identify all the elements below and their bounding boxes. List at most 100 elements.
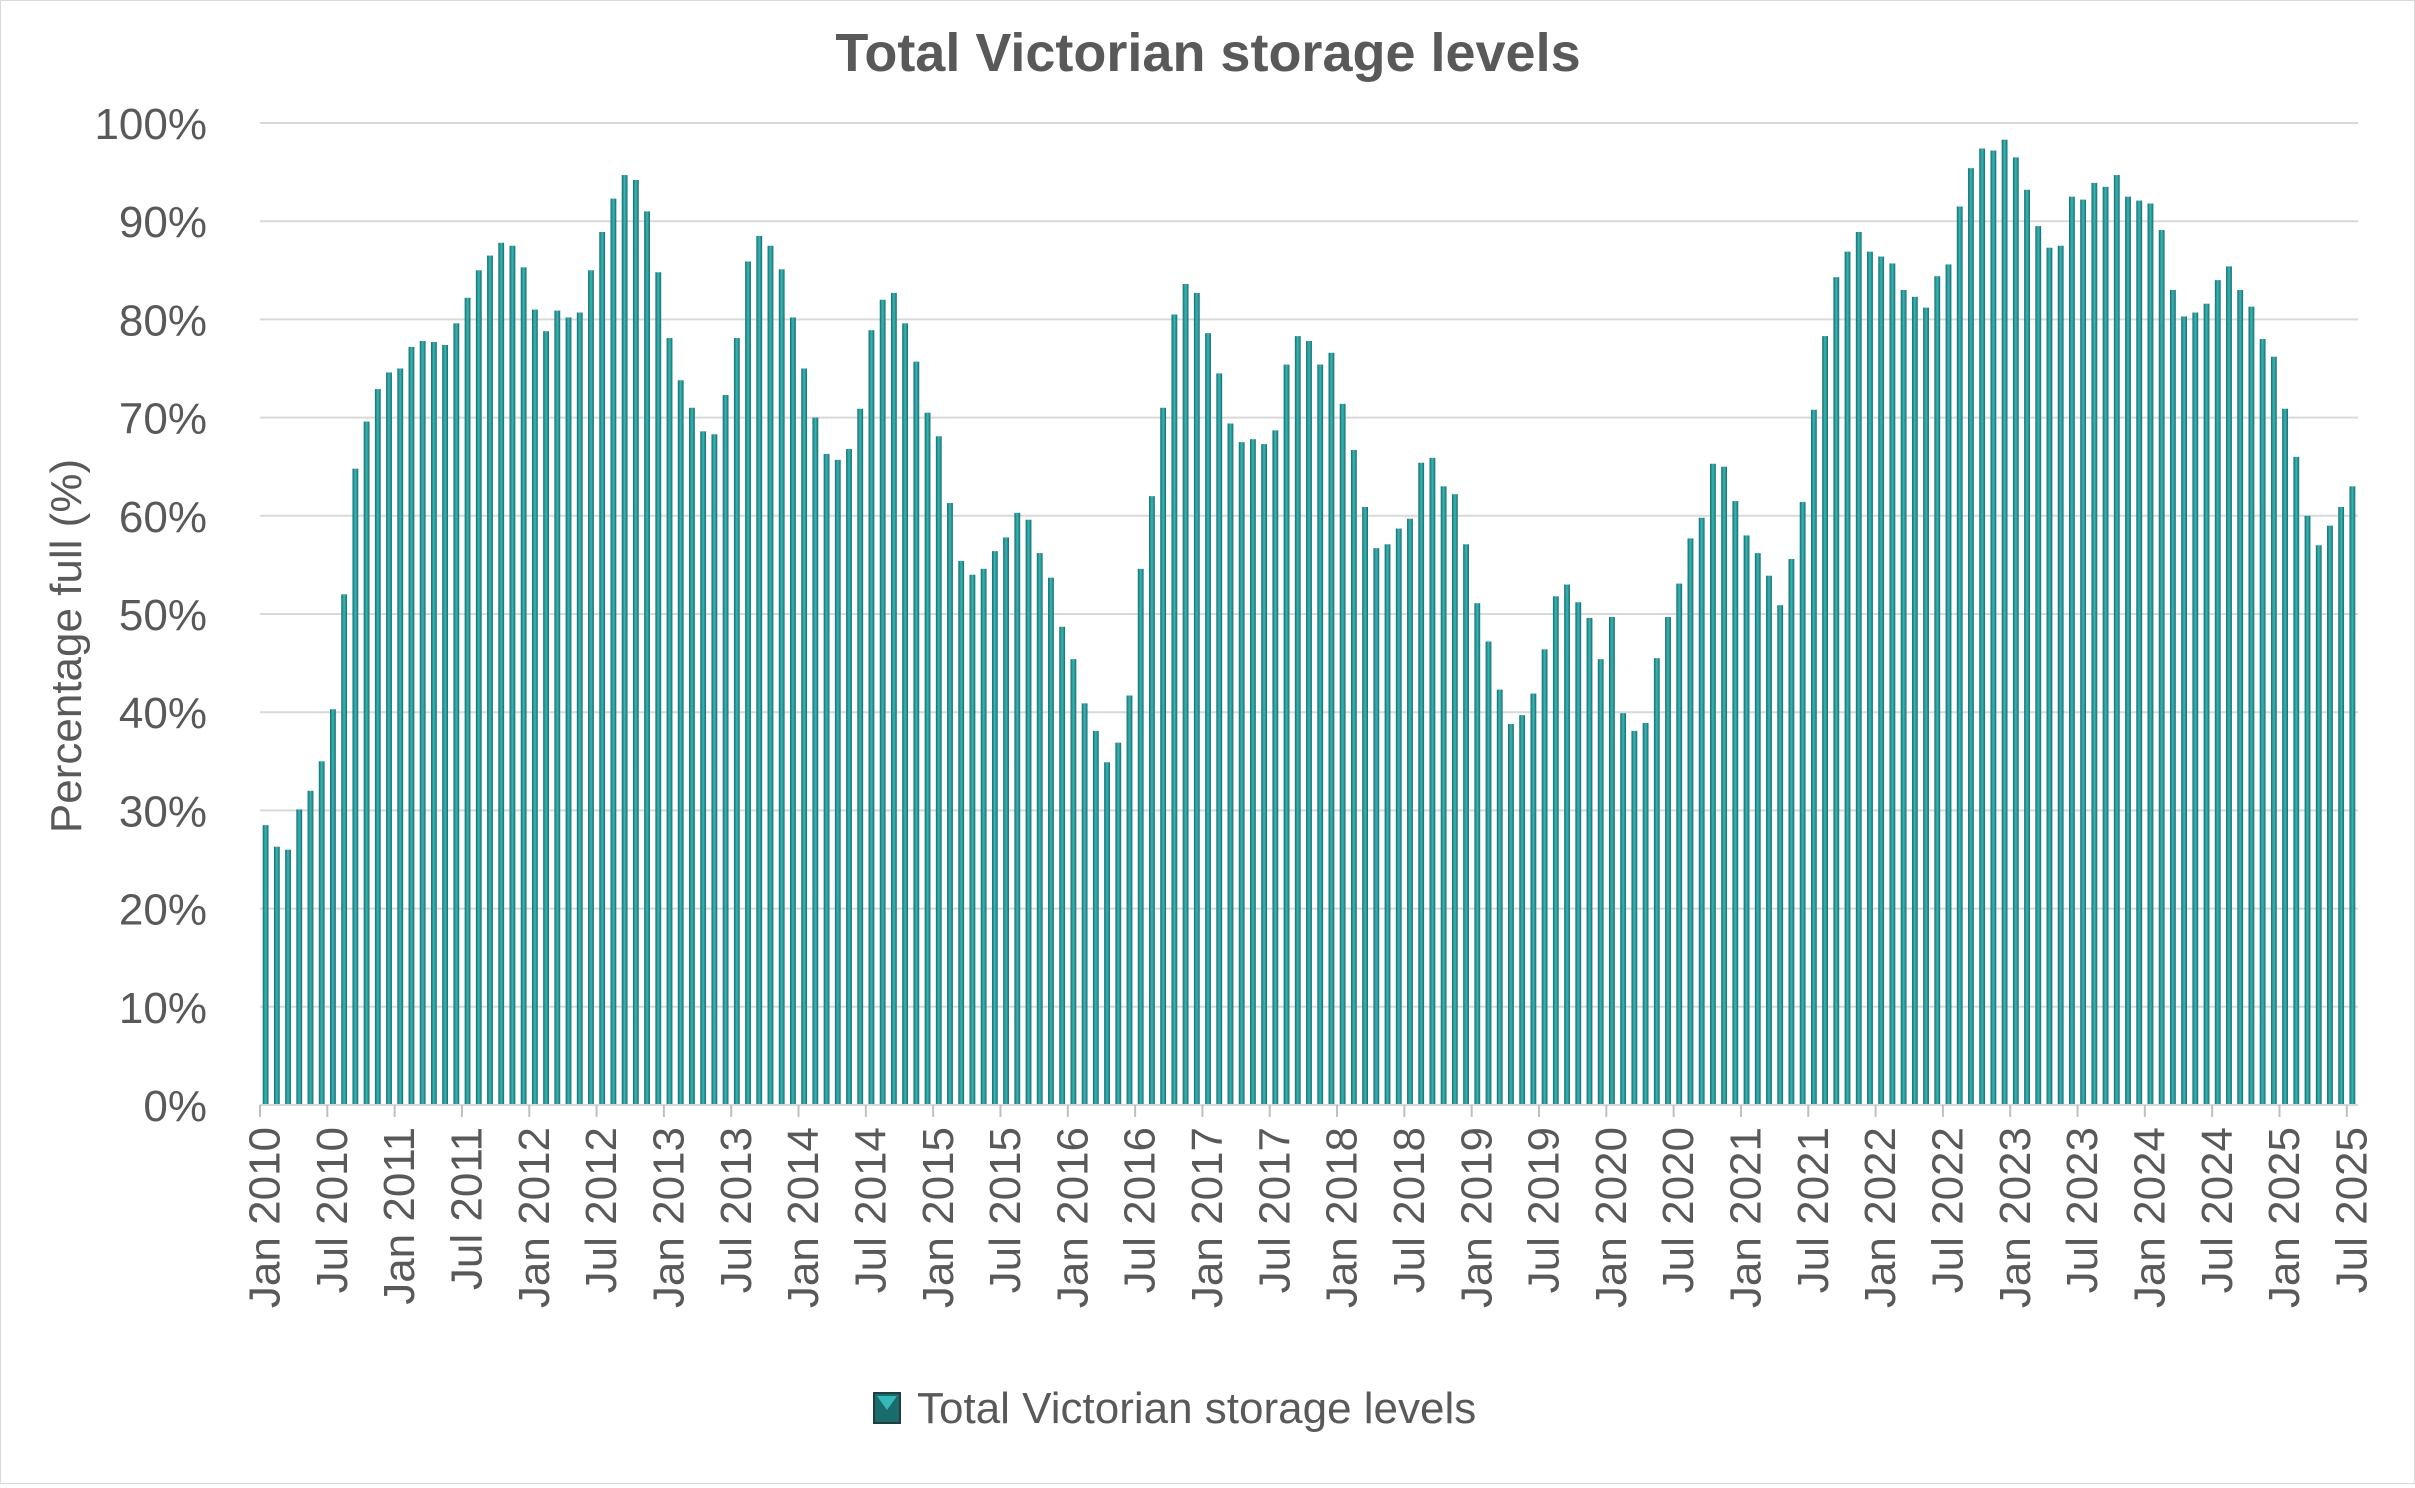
bar[interactable] bbox=[2102, 186, 2109, 1105]
bar[interactable] bbox=[1048, 577, 1054, 1105]
bar[interactable] bbox=[2113, 175, 2120, 1106]
bar[interactable] bbox=[307, 790, 314, 1105]
bar[interactable] bbox=[1149, 496, 1155, 1105]
bar[interactable] bbox=[296, 809, 303, 1105]
bar[interactable] bbox=[543, 331, 549, 1105]
bar[interactable] bbox=[1586, 617, 1593, 1105]
bar[interactable] bbox=[1777, 605, 1784, 1105]
bar[interactable] bbox=[2349, 486, 2356, 1106]
bar[interactable] bbox=[2248, 306, 2255, 1105]
bar[interactable] bbox=[1092, 730, 1099, 1105]
bar[interactable] bbox=[1956, 206, 1963, 1106]
bar[interactable] bbox=[509, 245, 516, 1105]
bar[interactable] bbox=[2259, 339, 2266, 1105]
bar[interactable] bbox=[711, 434, 718, 1105]
bar[interactable] bbox=[1261, 444, 1268, 1105]
bar[interactable] bbox=[1743, 535, 1750, 1105]
bar[interactable] bbox=[2068, 196, 2075, 1105]
bar[interactable] bbox=[745, 261, 751, 1106]
bar[interactable] bbox=[991, 551, 998, 1105]
bar[interactable] bbox=[531, 309, 538, 1106]
bar[interactable] bbox=[958, 560, 965, 1105]
bar[interactable] bbox=[1519, 715, 1526, 1105]
bar[interactable] bbox=[1552, 596, 1559, 1105]
bar[interactable] bbox=[464, 297, 471, 1105]
bar[interactable] bbox=[2338, 506, 2345, 1106]
bar[interactable] bbox=[520, 267, 527, 1106]
bar[interactable] bbox=[1283, 364, 1290, 1105]
bar[interactable] bbox=[1384, 544, 1391, 1105]
bar[interactable] bbox=[834, 459, 841, 1106]
bar[interactable] bbox=[2270, 356, 2277, 1106]
bar[interactable] bbox=[1160, 407, 1167, 1105]
bar[interactable] bbox=[632, 179, 639, 1105]
bar[interactable] bbox=[397, 368, 404, 1106]
bar[interactable] bbox=[1362, 506, 1369, 1106]
bar[interactable] bbox=[1564, 584, 1570, 1105]
bar[interactable] bbox=[408, 346, 415, 1105]
bar[interactable] bbox=[1440, 486, 1447, 1106]
bar[interactable] bbox=[1508, 723, 1514, 1105]
bar[interactable] bbox=[285, 849, 291, 1105]
bar[interactable] bbox=[1249, 439, 1256, 1105]
bar[interactable] bbox=[1687, 538, 1694, 1105]
bar[interactable] bbox=[588, 270, 594, 1105]
bar[interactable] bbox=[341, 594, 348, 1105]
bar[interactable] bbox=[644, 211, 650, 1105]
bar[interactable] bbox=[2012, 157, 2019, 1105]
bar[interactable] bbox=[666, 338, 673, 1105]
bar[interactable] bbox=[262, 825, 269, 1105]
bar[interactable] bbox=[2158, 230, 2165, 1106]
bar[interactable] bbox=[1339, 403, 1346, 1106]
bar[interactable] bbox=[890, 292, 897, 1105]
bar[interactable] bbox=[386, 372, 392, 1105]
bar[interactable] bbox=[1272, 430, 1279, 1105]
bar[interactable] bbox=[1496, 689, 1503, 1105]
bar[interactable] bbox=[1911, 296, 1918, 1105]
bar[interactable] bbox=[1855, 232, 1862, 1105]
bar[interactable] bbox=[621, 175, 628, 1106]
bar[interactable] bbox=[1799, 502, 1806, 1105]
bar[interactable] bbox=[1923, 307, 1929, 1105]
bar[interactable] bbox=[947, 503, 953, 1105]
bar[interactable] bbox=[2035, 226, 2042, 1106]
bar[interactable] bbox=[1732, 501, 1739, 1105]
bar[interactable] bbox=[969, 574, 976, 1105]
bar[interactable] bbox=[576, 312, 583, 1105]
bar[interactable] bbox=[1137, 568, 1144, 1105]
bar[interactable] bbox=[1216, 373, 1223, 1105]
bar[interactable] bbox=[2304, 515, 2311, 1105]
bar[interactable] bbox=[2125, 196, 2131, 1105]
bar[interactable] bbox=[1676, 583, 1683, 1105]
bar[interactable] bbox=[487, 255, 493, 1105]
bar[interactable] bbox=[2080, 199, 2087, 1106]
bar[interactable] bbox=[924, 412, 931, 1105]
bar[interactable] bbox=[1822, 336, 1828, 1106]
bar[interactable] bbox=[1463, 544, 1469, 1105]
bar[interactable] bbox=[2169, 289, 2176, 1105]
bar[interactable] bbox=[1833, 277, 1840, 1105]
bar[interactable] bbox=[2024, 189, 2030, 1105]
bar[interactable] bbox=[1721, 466, 1728, 1105]
bar[interactable] bbox=[1968, 168, 1974, 1106]
bar[interactable] bbox=[1878, 256, 1885, 1105]
bar[interactable] bbox=[2203, 303, 2210, 1105]
bar[interactable] bbox=[1609, 616, 1615, 1105]
bar[interactable] bbox=[554, 310, 561, 1105]
bar[interactable] bbox=[857, 408, 864, 1105]
bar[interactable] bbox=[1350, 450, 1357, 1105]
bar[interactable] bbox=[2192, 312, 2199, 1105]
bar[interactable] bbox=[599, 232, 606, 1105]
bar[interactable] bbox=[689, 407, 695, 1105]
bar[interactable] bbox=[2057, 245, 2064, 1105]
bar[interactable] bbox=[980, 568, 987, 1105]
bar[interactable] bbox=[823, 453, 830, 1105]
bar[interactable] bbox=[273, 846, 280, 1105]
bar[interactable] bbox=[1754, 553, 1761, 1105]
bar[interactable] bbox=[453, 323, 460, 1106]
bar[interactable] bbox=[1642, 723, 1649, 1105]
bar[interactable] bbox=[1653, 658, 1660, 1105]
bar[interactable] bbox=[2214, 280, 2221, 1105]
bar[interactable] bbox=[2327, 525, 2333, 1105]
bar[interactable] bbox=[935, 436, 942, 1105]
